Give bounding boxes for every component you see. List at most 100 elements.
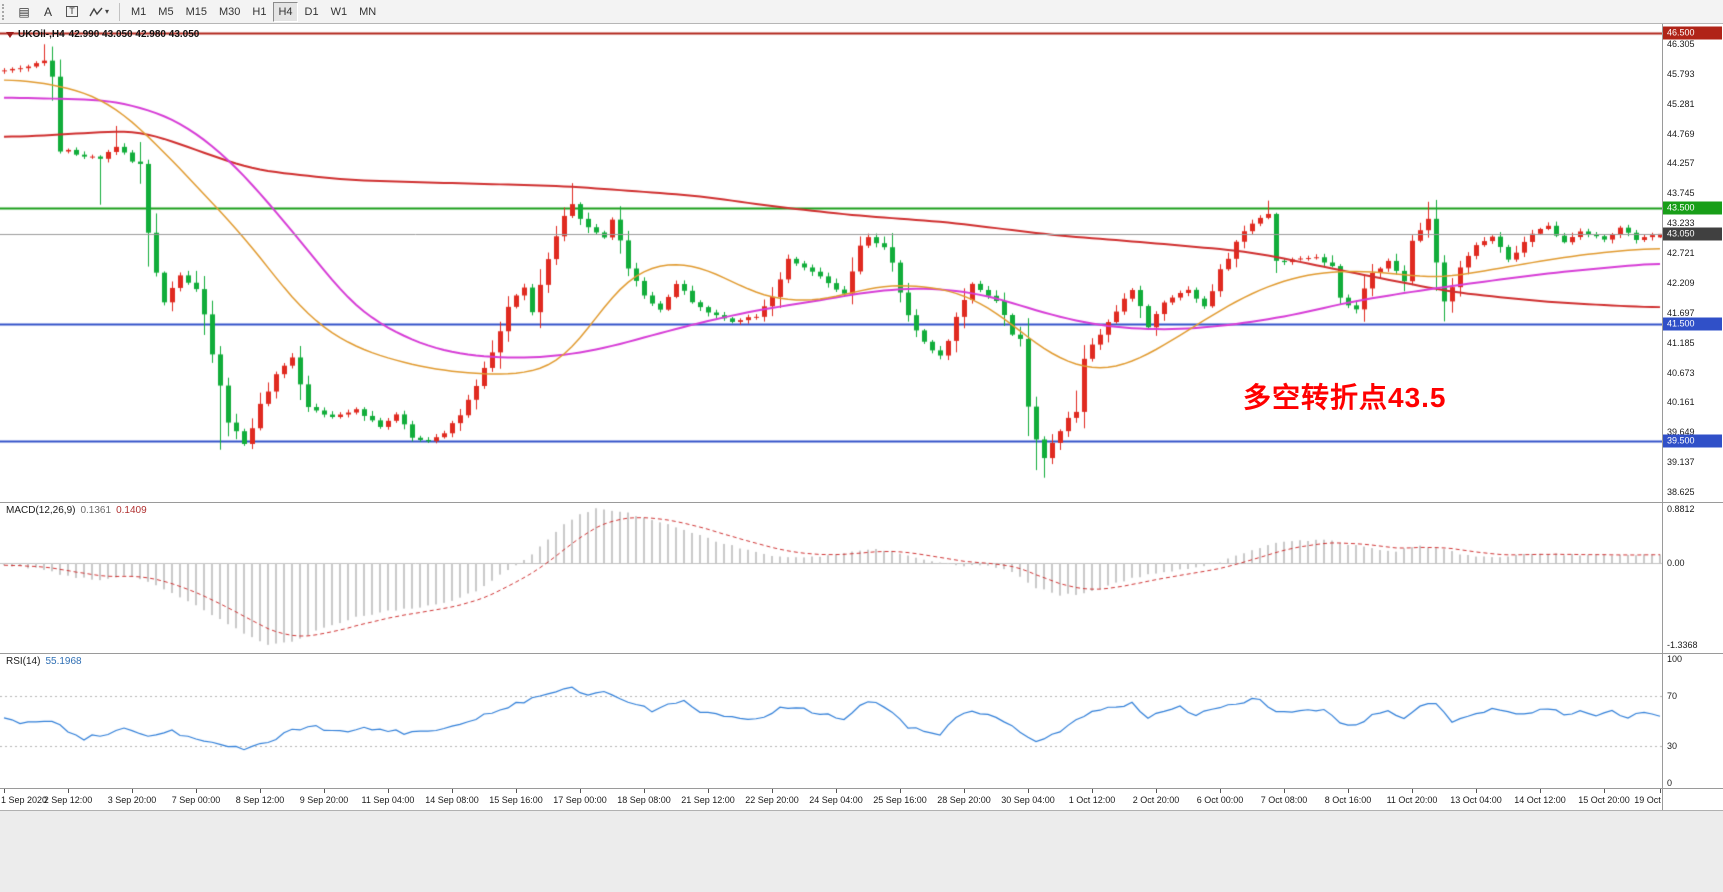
window-background	[0, 810, 1723, 892]
price-tag: 43.500	[1663, 201, 1722, 215]
time-axis-tick	[1220, 789, 1221, 793]
time-axis-tick	[132, 789, 133, 793]
time-axis-tick	[900, 789, 901, 793]
timeframe-button-m5[interactable]: M5	[158, 5, 174, 18]
panel-separator-timeaxis	[0, 788, 1723, 789]
time-axis-tick	[516, 789, 517, 793]
toolbar: ▤ A T ▾ M1 M5 M15 M30 H1 H4 D1 W1 MN	[0, 0, 1723, 24]
time-axis-tick	[324, 789, 325, 793]
macd-name: MACD(12,26,9)	[6, 505, 76, 516]
toolbar-separator	[119, 2, 121, 21]
text-label-tool[interactable]: A	[43, 4, 52, 19]
axis-scale-label: 0.8812	[1667, 504, 1695, 514]
time-axis-tick	[964, 789, 965, 793]
time-axis-label: 28 Sep 20:00	[937, 795, 991, 805]
timeframe-button-m30[interactable]: M30	[218, 5, 241, 18]
axis-scale-label: 100	[1667, 654, 1683, 664]
chart-canvas[interactable]	[0, 24, 1662, 810]
time-axis-tick	[1412, 789, 1413, 793]
timeframe-button-h4[interactable]: H4	[273, 1, 298, 22]
axis-scale-label: 38.625	[1667, 487, 1695, 497]
time-axis-label: 6 Oct 00:00	[1196, 795, 1244, 805]
time-axis-tick	[708, 789, 709, 793]
time-axis-label: 13 Oct 04:00	[1450, 795, 1502, 805]
price-axis-border	[1662, 24, 1663, 810]
axis-scale-label: 45.281	[1667, 98, 1695, 109]
time-axis-label: 25 Sep 16:00	[873, 795, 927, 805]
time-axis-tick	[1284, 789, 1285, 793]
time-axis-tick	[1348, 789, 1349, 793]
axis-scale-label: 45.793	[1667, 68, 1695, 79]
time-axis-label: 9 Sep 20:00	[299, 795, 349, 805]
timeframe-button-m1[interactable]: M1	[131, 5, 147, 18]
axis-scale-label: 40.673	[1667, 367, 1695, 378]
time-axis-tick	[1604, 789, 1605, 793]
time-axis-label: 30 Sep 04:00	[1001, 795, 1055, 805]
price-tag: 41.500	[1663, 317, 1722, 331]
time-axis-tick	[452, 789, 453, 793]
time-axis-tick	[1660, 789, 1661, 793]
time-axis-label: 17 Sep 00:00	[553, 795, 607, 805]
timeframe-button-mn[interactable]: MN	[359, 5, 377, 18]
timeframes-group: M1 M5 M15 M30 H1 H4 D1 W1 MN	[125, 1, 382, 22]
time-axis-tick	[196, 789, 197, 793]
time-axis[interactable]: 1 Sep 2020 2 Sep 12:00 3 Sep 20:00 7 Sep 00…	[0, 788, 1662, 810]
price-tag: 43.050	[1663, 227, 1722, 241]
time-axis-label: 11 Oct 20:00	[1386, 795, 1438, 805]
time-axis-tick	[772, 789, 773, 793]
price-tag: 46.500	[1663, 26, 1722, 40]
toolbar-grip[interactable]	[2, 3, 8, 20]
time-axis-label: 1 Sep 2020	[1, 795, 48, 805]
time-axis-label: 8 Oct 16:00	[1324, 795, 1372, 805]
panel-separator-rsi[interactable]	[0, 653, 1723, 654]
time-axis-label: 2 Sep 12:00	[43, 795, 93, 805]
axis-scale-label: 42.721	[1667, 248, 1695, 259]
time-axis-label: 1 Oct 12:00	[1068, 795, 1116, 805]
time-axis-label: 14 Sep 08:00	[425, 795, 479, 805]
drawing-tools-group: ▤ A T ▾	[12, 2, 114, 22]
timeframe-button-m15[interactable]: M15	[185, 5, 207, 18]
time-axis-label: 24 Sep 04:00	[809, 795, 863, 805]
time-axis-tick	[1156, 789, 1157, 793]
axis-scale-label: 43.233	[1667, 218, 1695, 229]
axis-scale-label: 41.185	[1667, 337, 1695, 348]
time-axis-label: 7 Oct 08:00	[1260, 795, 1308, 805]
charts-list-tool[interactable]: ▤	[18, 4, 30, 19]
chart-dropdown-icon[interactable]	[6, 31, 14, 38]
time-axis-tick	[1028, 789, 1029, 793]
rsi-indicator-label: RSI(14) 55.1968	[6, 656, 82, 667]
chart-annotation-text[interactable]: 多空转折点43.5	[1243, 382, 1447, 413]
axis-scale-label: 44.257	[1667, 158, 1695, 169]
timeframe-button-w1[interactable]: W1	[330, 5, 348, 18]
time-axis-label: 2 Oct 20:00	[1132, 795, 1180, 805]
time-axis-label: 3 Sep 20:00	[107, 795, 157, 805]
time-axis-label: 15 Sep 16:00	[489, 795, 543, 805]
price-axis[interactable]: 46.305 45.793 45.281 44.769 44.257 43.745 43.2…	[1662, 24, 1723, 810]
macd-indicator-label: MACD(12,26,9) 0.1361 0.1409	[6, 505, 147, 516]
axis-scale-label: 46.305	[1667, 39, 1695, 49]
axis-scale-label: 40.161	[1667, 397, 1695, 408]
dropdown-caret-icon[interactable]: ▾	[105, 7, 110, 16]
time-axis-label: 22 Sep 20:00	[745, 795, 799, 805]
time-axis-label: 15 Oct 20:00	[1578, 795, 1630, 805]
text-box-tool[interactable]: T	[61, 2, 83, 22]
time-axis-label: 14 Oct 12:00	[1514, 795, 1566, 805]
time-axis-label: 21 Sep 12:00	[681, 795, 735, 805]
axis-scale-label: 39.649	[1667, 427, 1695, 438]
rsi-value: 55.1968	[45, 656, 82, 667]
polyline-icon	[89, 7, 103, 16]
time-axis-label: 11 Sep 04:00	[361, 795, 415, 805]
price-tag: 39.500	[1663, 434, 1722, 448]
time-axis-tick	[388, 789, 389, 793]
timeframe-button-d1[interactable]: D1	[304, 5, 319, 18]
panel-separator-macd[interactable]	[0, 502, 1723, 503]
polyline-tool[interactable]: ▾	[85, 2, 113, 22]
macd-value-2: 0.1409	[116, 505, 147, 516]
time-axis-tick	[1476, 789, 1477, 793]
axis-scale-label: 44.769	[1667, 128, 1695, 139]
time-axis-tick	[1092, 789, 1093, 793]
axis-scale-label: 30	[1667, 740, 1678, 751]
chart-window[interactable]: 46.305 45.793 45.281 44.769 44.257 43.745 43.2…	[0, 24, 1723, 810]
time-axis-tick	[68, 789, 69, 793]
timeframe-button-h1[interactable]: H1	[252, 5, 267, 18]
